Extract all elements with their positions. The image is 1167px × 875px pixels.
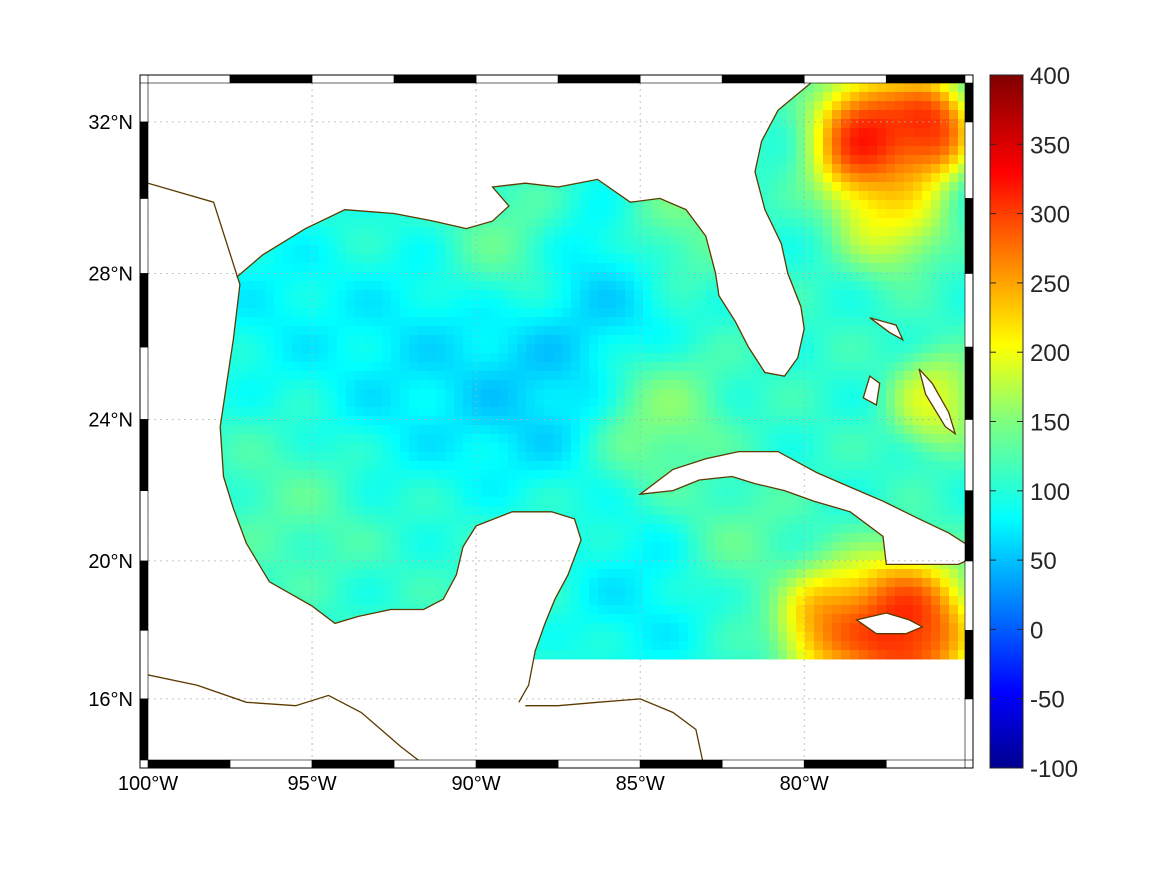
colorbar-tick-label: 0 bbox=[1030, 617, 1043, 644]
colorbar-tick-label: -50 bbox=[1030, 687, 1065, 714]
colorbar-tick-label: -100 bbox=[1030, 756, 1078, 783]
lon-tick-label: 95°W bbox=[287, 773, 336, 795]
coastline-bahamas_east bbox=[918, 368, 957, 436]
colorbar-tick-label: 200 bbox=[1030, 340, 1070, 367]
lon-tick-label: 100°W bbox=[118, 773, 178, 795]
lat-tick-label: 16°N bbox=[88, 689, 133, 711]
coastline-honduras bbox=[525, 698, 704, 760]
graticule-grid bbox=[148, 83, 965, 760]
longitude-tick-labels: 100°W 95°W 90°W 85°W 80°W bbox=[118, 773, 829, 795]
colorbar-tick-label: 50 bbox=[1030, 548, 1057, 575]
lon-tick-label: 80°W bbox=[780, 773, 829, 795]
colorbar-tick-label: 250 bbox=[1030, 271, 1070, 298]
colorbar-tick-label: 150 bbox=[1030, 410, 1070, 437]
colorbar-tick-label: 300 bbox=[1030, 202, 1070, 229]
colorbar: 400 350 300 250 200 150 100 50 0 -50 -100 bbox=[989, 63, 1078, 783]
lon-tick-label: 85°W bbox=[616, 773, 665, 795]
lon-tick-label: 90°W bbox=[452, 773, 501, 795]
map-frame-border bbox=[139, 74, 974, 769]
lat-tick-label: 24°N bbox=[88, 409, 133, 431]
coastline-bahamas_andros bbox=[862, 375, 881, 407]
coastline-cuba bbox=[637, 450, 965, 566]
coastline-central_america bbox=[148, 674, 420, 760]
land-mask-layer bbox=[148, 83, 965, 760]
colorbar-tick-label: 350 bbox=[1030, 132, 1070, 159]
coastline-us_north bbox=[236, 83, 812, 377]
coastline-layer bbox=[148, 83, 965, 760]
colorbar-tick-label: 400 bbox=[1030, 63, 1070, 90]
lat-tick-label: 28°N bbox=[88, 263, 133, 285]
colorbar-tick-label: 100 bbox=[1030, 479, 1070, 506]
coastline-us_gulf bbox=[148, 182, 582, 703]
coastline-jamaica bbox=[855, 612, 924, 635]
lat-tick-label: 32°N bbox=[88, 112, 133, 134]
lat-tick-label: 20°N bbox=[88, 551, 133, 573]
coastline-bahamas_abaco bbox=[869, 317, 905, 342]
map-area bbox=[148, 83, 965, 760]
latitude-tick-labels: 32°N 28°N 24°N 20°N 16°N bbox=[88, 112, 133, 711]
colorbar-tick-labels: 400 350 300 250 200 150 100 50 0 -50 -100 bbox=[990, 63, 1078, 783]
